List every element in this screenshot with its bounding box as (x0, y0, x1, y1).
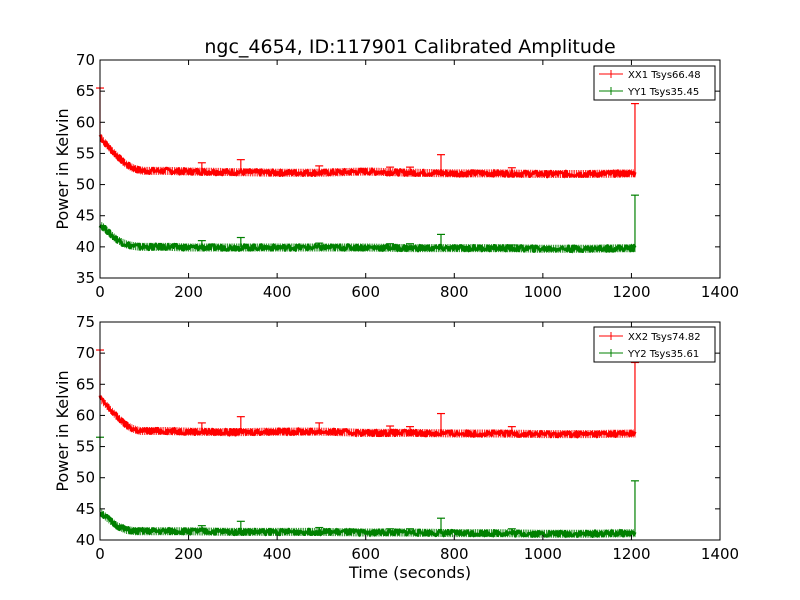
y-tick-label: 60 (76, 406, 95, 424)
x-tick-label: 1400 (701, 545, 739, 563)
x-tick-label: 400 (263, 283, 292, 301)
x-tick-label: 1000 (524, 283, 562, 301)
subplot-top-marks (96, 87, 639, 254)
legend-label-xx2: XX2 Tsys74.82 (628, 332, 701, 343)
series-xx (96, 87, 639, 179)
x-tick-label: 200 (174, 545, 203, 563)
subplot-bottom-marks (96, 349, 639, 539)
y-tick-label: 70 (76, 51, 95, 69)
subplot-bottom-frame (99, 321, 721, 541)
y-tick-label: 75 (76, 313, 95, 331)
x-tick-label: 800 (440, 545, 469, 563)
subplot-bottom: 0 200 400 600 800 1000 1200 1400 40 45 50 55 60 65 70 7… (53, 313, 739, 582)
x-tick-label: 1000 (524, 545, 562, 563)
legend-label-yy1: YY1 Tsys35.45 (627, 87, 699, 98)
y-tick-label: 45 (76, 207, 95, 225)
subplot-top: 0 200 400 600 800 1000 1200 1400 35 40 45 50 55 60 65 7… (53, 51, 739, 301)
y-tick-label: 40 (76, 238, 95, 256)
subplot-bottom-xlabel: Time (seconds) (348, 563, 471, 582)
subplot-top-frame (99, 59, 721, 279)
subplot-top-ticks: 0 200 400 600 800 1000 1200 1400 35 40 45 50 55 60 65 7… (76, 51, 739, 301)
y-tick-label: 50 (76, 176, 95, 194)
legend-box (593, 65, 716, 101)
y-tick-label: 35 (76, 269, 95, 287)
subplot-bottom-ticks: 0 200 400 600 800 1000 1200 1400 40 45 50 55 60 65 70 7… (76, 313, 739, 563)
y-tick-label: 65 (76, 82, 95, 100)
x-tick-label: 200 (174, 283, 203, 301)
subplot-bottom-ylabel: Power in Kelvin (53, 370, 72, 491)
y-tick-label: 50 (76, 469, 95, 487)
legend-label-xx1: XX1 Tsys66.48 (628, 70, 701, 81)
y-tick-label: 60 (76, 113, 95, 131)
x-tick-label: 0 (95, 283, 105, 301)
y-tick-label: 65 (76, 375, 95, 393)
y-tick-label: 40 (76, 531, 95, 549)
x-tick-label: 1400 (701, 283, 739, 301)
series-yy (96, 436, 639, 539)
legend-box (593, 326, 716, 363)
legend-label-yy2: YY2 Tsys35.61 (627, 349, 699, 360)
x-tick-label: 600 (351, 545, 380, 563)
x-tick-label: 400 (263, 545, 292, 563)
figure-title: ngc_4654, ID:117901 Calibrated Amplitude (204, 36, 615, 58)
subplot-bottom-legend: XX2 Tsys74.82 YY2 Tsys35.61 (593, 326, 716, 363)
series-yy (98, 194, 639, 254)
x-tick-label: 800 (440, 283, 469, 301)
series-xx (96, 349, 639, 440)
x-tick-label: 1200 (612, 545, 650, 563)
subplot-top-legend: XX1 Tsys66.48 YY1 Tsys35.45 (593, 65, 716, 101)
subplot-top-ylabel: Power in Kelvin (53, 108, 72, 229)
y-tick-label: 55 (76, 144, 95, 162)
y-tick-label: 45 (76, 500, 95, 518)
y-tick-label: 55 (76, 438, 95, 456)
x-tick-label: 600 (351, 283, 380, 301)
y-tick-label: 70 (76, 344, 95, 362)
x-tick-label: 1200 (612, 283, 650, 301)
x-tick-label: 0 (95, 545, 105, 563)
